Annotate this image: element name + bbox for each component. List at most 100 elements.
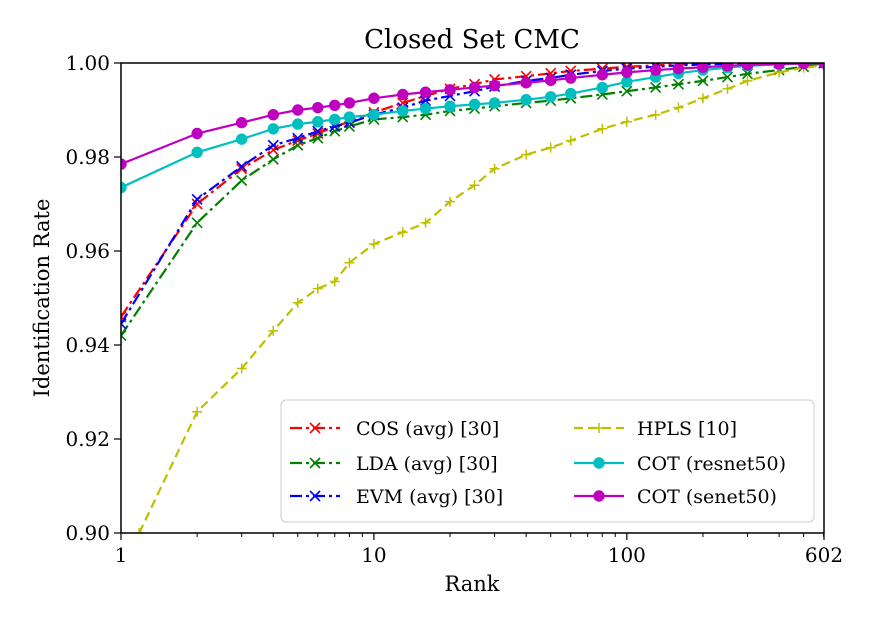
data-point [650,109,661,120]
y-tick-label: 0.92 [65,427,110,451]
data-point [596,69,609,81]
data-point [565,135,576,146]
data-point [673,102,684,113]
data-point [621,76,633,88]
data-point [773,63,785,70]
data-point [650,81,662,94]
data-point [235,133,248,145]
data-point [488,79,501,92]
data-point [368,238,379,249]
data-point [545,142,556,153]
data-point [468,81,481,94]
data-point [309,422,321,434]
data-point [292,118,304,130]
legend-item: COS (avg) [30] [290,418,499,440]
data-point [191,198,203,210]
x-tick-label: 10 [361,543,386,567]
y-tick-label: 0.98 [65,145,110,169]
legend-item: HPLS [10] [574,418,737,440]
plot-frame [120,62,825,534]
data-point [121,318,127,330]
chart-title: Closed Set CMC [364,25,580,55]
data-point [697,93,708,104]
data-point [544,74,557,87]
data-point [419,86,432,98]
data-point [520,93,532,106]
y-tick-label: 0.96 [65,239,110,263]
data-point [329,113,341,126]
data-point [445,196,456,207]
data-point [672,63,685,75]
data-point [697,63,709,73]
data-point [309,457,321,469]
data-point [397,88,409,101]
data-point [565,87,577,100]
data-point [621,85,633,97]
data-point [593,457,605,469]
data-point [329,276,340,287]
data-point [309,490,321,502]
legend-item: COT (senet50) [574,486,777,508]
data-point [397,227,408,238]
legend-label: COT (resnet50) [637,453,786,475]
data-point [469,180,480,191]
data-point [489,163,500,174]
legend-item: LDA (avg) [30] [290,453,498,475]
legend-label: COT (senet50) [637,486,777,508]
data-point [134,528,145,533]
data-point [236,363,247,374]
y-tick-label: 0.94 [65,333,110,357]
data-point [121,330,127,342]
data-point [192,406,203,417]
data-point [329,99,341,112]
data-point [649,64,662,76]
axis-ticks: 1 10 100 602 0.90 0.92 0.94 0.96 0.98 1.00 [65,51,843,567]
y-tick-label: 1.00 [65,51,110,75]
y-tick-label: 0.90 [65,521,110,545]
data-point [343,97,356,109]
data-point [741,63,754,71]
data-point [444,84,456,96]
data-point [236,163,248,175]
legend-label: HPLS [10] [637,418,737,440]
data-point [741,68,754,80]
data-point [268,325,279,336]
legend-label: LDA (avg) [30] [356,453,498,475]
data-point [621,116,632,127]
data-point [368,109,380,121]
data-point [191,127,203,140]
x-tick-label: 602 [805,543,843,567]
data-point [267,139,279,151]
legend-item: EVM (avg) [30] [290,486,503,508]
legend-item: COT (resnet50) [574,453,786,475]
data-point [742,75,753,86]
data-point [672,78,685,90]
legend: COS (avg) [30] LDA (avg) [30] EVM (avg) [3… [280,399,815,523]
data-point [312,127,324,140]
data-point [468,98,481,111]
data-point [721,63,734,72]
y-axis-label: Identification Rate [30,199,54,398]
x-axis-label: Rank [444,572,499,596]
data-point [312,101,324,114]
data-point [697,75,709,87]
series-5 [121,63,824,170]
data-point [312,125,324,137]
data-point [444,100,456,112]
data-point [544,91,557,103]
data-point [292,134,304,147]
data-point [597,123,608,134]
data-point [267,153,279,165]
data-point [565,72,577,84]
data-point [420,217,431,228]
data-point [191,193,203,205]
data-point [368,92,380,104]
legend-label: EVM (avg) [30] [356,486,503,508]
data-point [236,174,248,187]
series-group [121,63,824,533]
data-point [191,146,203,159]
x-tick-label: 100 [608,543,646,567]
data-point [596,81,609,94]
data-point [236,160,248,172]
